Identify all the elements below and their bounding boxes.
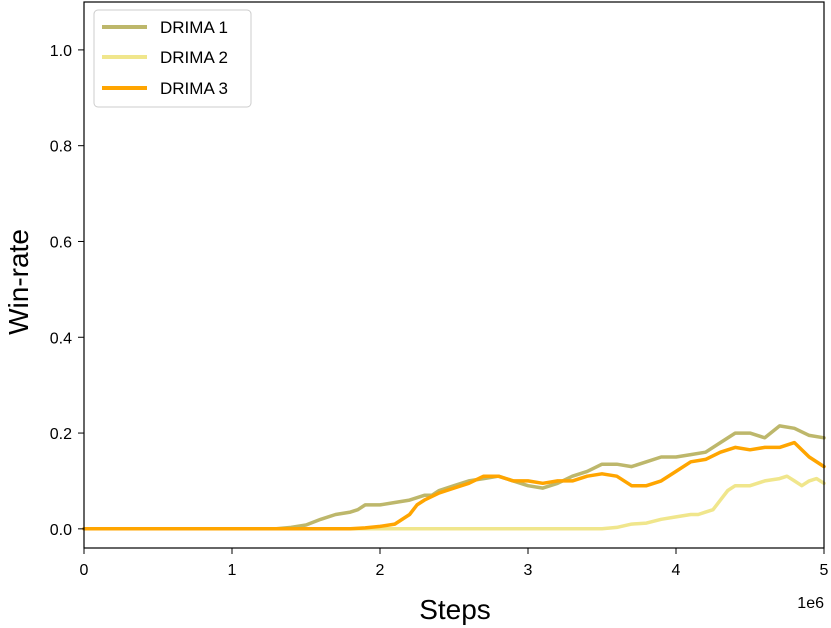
x-tick-label: 2 <box>376 562 385 579</box>
y-axis-title: Win-rate <box>3 229 34 335</box>
x-tick-label: 1 <box>228 562 237 579</box>
y-tick-label: 0.8 <box>50 139 72 156</box>
legend-label-drima-2: DRIMA 2 <box>160 48 228 67</box>
x-offset-label: 1e6 <box>797 595 824 612</box>
legend-label-drima-3: DRIMA 3 <box>160 79 228 98</box>
y-tick-label: 0.0 <box>50 522 72 539</box>
y-axis-ticks: 0.0 0.2 0.4 0.6 0.8 1.0 <box>50 43 84 539</box>
x-tick-label: 4 <box>672 562 681 579</box>
x-axis-title: Steps <box>419 594 491 625</box>
x-axis-ticks: 0 1 2 3 4 5 <box>80 548 829 579</box>
x-tick-label: 5 <box>820 562 829 579</box>
y-tick-label: 0.2 <box>50 426 72 443</box>
plot-frame <box>83 1 825 549</box>
x-tick-label: 0 <box>80 562 89 579</box>
y-tick-label: 1.0 <box>50 43 72 60</box>
plot-lines <box>82 424 826 531</box>
y-tick-label: 0.4 <box>50 330 72 347</box>
legend-box <box>93 9 252 108</box>
x-tick-label: 3 <box>524 562 533 579</box>
series-line-drima-2 <box>82 474 826 531</box>
y-tick-label: 0.6 <box>50 234 72 251</box>
legend-label-drima-1: DRIMA 1 <box>160 18 228 37</box>
series-line-drima-3 <box>82 440 826 531</box>
legend: DRIMA 1 DRIMA 2 DRIMA 3 <box>93 9 252 108</box>
